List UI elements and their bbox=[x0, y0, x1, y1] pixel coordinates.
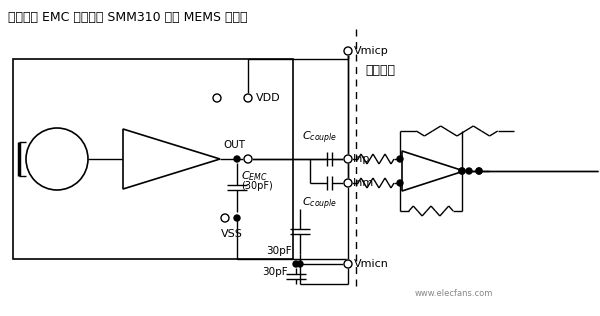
Circle shape bbox=[397, 156, 403, 162]
Text: VDD: VDD bbox=[256, 93, 281, 103]
Circle shape bbox=[476, 168, 482, 174]
Circle shape bbox=[344, 260, 352, 268]
Circle shape bbox=[26, 128, 88, 190]
Circle shape bbox=[234, 156, 240, 162]
Text: Vmicn: Vmicn bbox=[354, 259, 389, 269]
Polygon shape bbox=[402, 151, 464, 191]
Text: OUT: OUT bbox=[223, 140, 245, 150]
Circle shape bbox=[397, 180, 403, 186]
Circle shape bbox=[297, 261, 303, 267]
Circle shape bbox=[344, 179, 352, 187]
Circle shape bbox=[466, 168, 472, 174]
Text: (30pF): (30pF) bbox=[241, 181, 273, 191]
Circle shape bbox=[213, 94, 221, 102]
Circle shape bbox=[459, 168, 465, 174]
Text: Inp: Inp bbox=[353, 154, 370, 164]
Bar bbox=[13, 59, 293, 259]
Polygon shape bbox=[123, 129, 220, 189]
Circle shape bbox=[344, 155, 352, 163]
Text: www.elecfans.com: www.elecfans.com bbox=[415, 289, 493, 298]
Text: 带有集成 EMC 电容器的 SMM310 硅基 MEMS 麦克风: 带有集成 EMC 电容器的 SMM310 硅基 MEMS 麦克风 bbox=[8, 11, 248, 24]
Text: Inm: Inm bbox=[353, 178, 374, 188]
Circle shape bbox=[221, 214, 229, 222]
Circle shape bbox=[244, 94, 252, 102]
Circle shape bbox=[459, 168, 465, 174]
Text: 基带芯片: 基带芯片 bbox=[365, 64, 395, 77]
Text: $C_{EMC}$: $C_{EMC}$ bbox=[241, 169, 268, 183]
Text: Vmicp: Vmicp bbox=[354, 46, 389, 56]
Text: VSS: VSS bbox=[221, 229, 243, 239]
Text: 30pF: 30pF bbox=[262, 267, 287, 277]
Circle shape bbox=[234, 215, 240, 221]
Text: $C_{couple}$: $C_{couple}$ bbox=[302, 196, 338, 212]
Circle shape bbox=[293, 261, 299, 267]
Circle shape bbox=[244, 155, 252, 163]
Text: 30pF: 30pF bbox=[266, 246, 292, 256]
Circle shape bbox=[476, 168, 482, 174]
Text: $C_{couple}$: $C_{couple}$ bbox=[302, 130, 338, 146]
Circle shape bbox=[344, 47, 352, 55]
